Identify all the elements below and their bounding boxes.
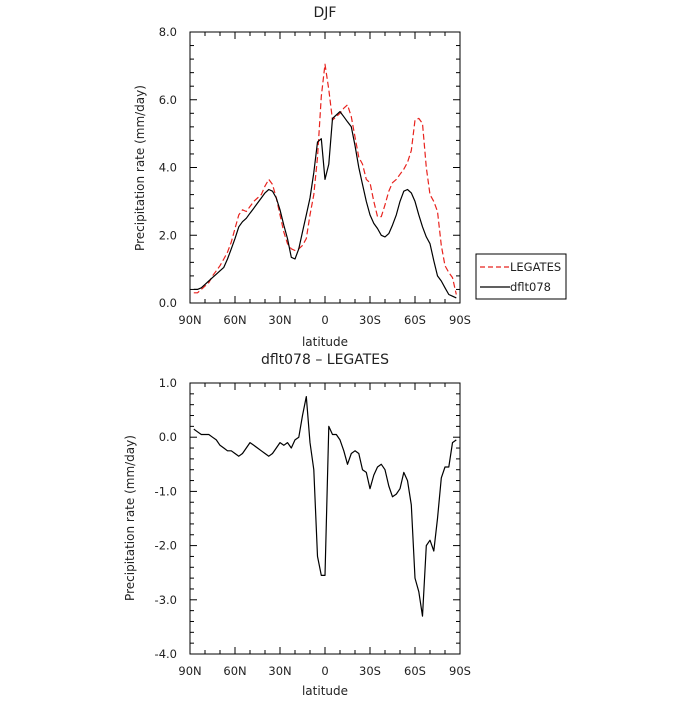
top-chart-title: DJF [314,5,337,21]
bottom-x-tick-label: 0 [321,664,328,678]
top-x-tick-label: 90N [178,313,201,327]
top-y-tick-label: 0.0 [159,296,177,310]
bottom-x-tick-label: 60N [223,664,246,678]
top-x-tick-label: 60S [404,313,426,327]
bottom-series-lines [193,396,457,617]
top-y-axis-label: Precipitation rate (mm/day) [133,85,147,251]
top-x-tick-label: 30N [268,313,291,327]
bottom-series-line-difference [193,396,457,617]
top-y-tick-label: 6.0 [159,93,177,107]
top-x-tick-label: 30S [359,313,381,327]
bottom-y-axis-label: Precipitation rate (mm/day) [123,435,137,601]
top-plot-frame [189,31,461,304]
top-y-tick-label: 4.0 [159,161,177,175]
bottom-y-tick-label: -3.0 [155,593,177,607]
bottom-x-tick-label: 60S [404,664,426,678]
top-x-axis-label: latitude [302,335,348,349]
bottom-plot-frame [189,382,461,655]
legend-box [475,253,567,300]
bottom-x-tick-label: 90S [449,664,471,678]
legend-dflt078-label: dflt078 [510,280,551,294]
bottom-x-axis-label: latitude [302,684,348,698]
top-series-line-dflt078 [193,110,457,299]
top-x-tick-label: 0 [321,313,328,327]
bottom-chart-title: dflt078 – LEGATES [261,352,389,368]
bottom-y-tick-label: 0.0 [159,430,177,444]
bottom-x-tick-label: 90N [178,664,201,678]
top-x-tick-label: 60N [223,313,246,327]
bottom-y-tick-label: -4.0 [155,647,177,661]
bottom-x-tick-label: 30S [359,664,381,678]
bottom-y-tick-label: 1.0 [159,376,177,390]
bottom-y-tick-label: -2.0 [155,539,177,553]
top-chart: DJF latitude Precipitation rate (mm/day)… [133,5,471,349]
top-series-lines [193,63,457,299]
bottom-y-tick-label: -1.0 [155,484,177,498]
top-y-tick-label: 8.0 [159,25,177,39]
top-series-line-legates [193,63,457,295]
top-y-tick-label: 2.0 [159,228,177,242]
top-axis-ticks: 90N 60N 30N 0 30S 60S 90S 0.0 2.0 4.0 6.0 8.0 [159,25,471,327]
bottom-axis-ticks: 90N 60N 30N 0 30S 60S 90S -4.0 -3.0 -2.0 -1.0 0.0 1.… [155,376,471,678]
legend-legates-label: LEGATES [510,260,561,274]
bottom-chart: dflt078 – LEGATES latitude Precipitation… [123,352,471,698]
top-x-tick-label: 90S [449,313,471,327]
legend: LEGATES dflt078 [475,253,567,300]
bottom-x-tick-label: 30N [268,664,291,678]
